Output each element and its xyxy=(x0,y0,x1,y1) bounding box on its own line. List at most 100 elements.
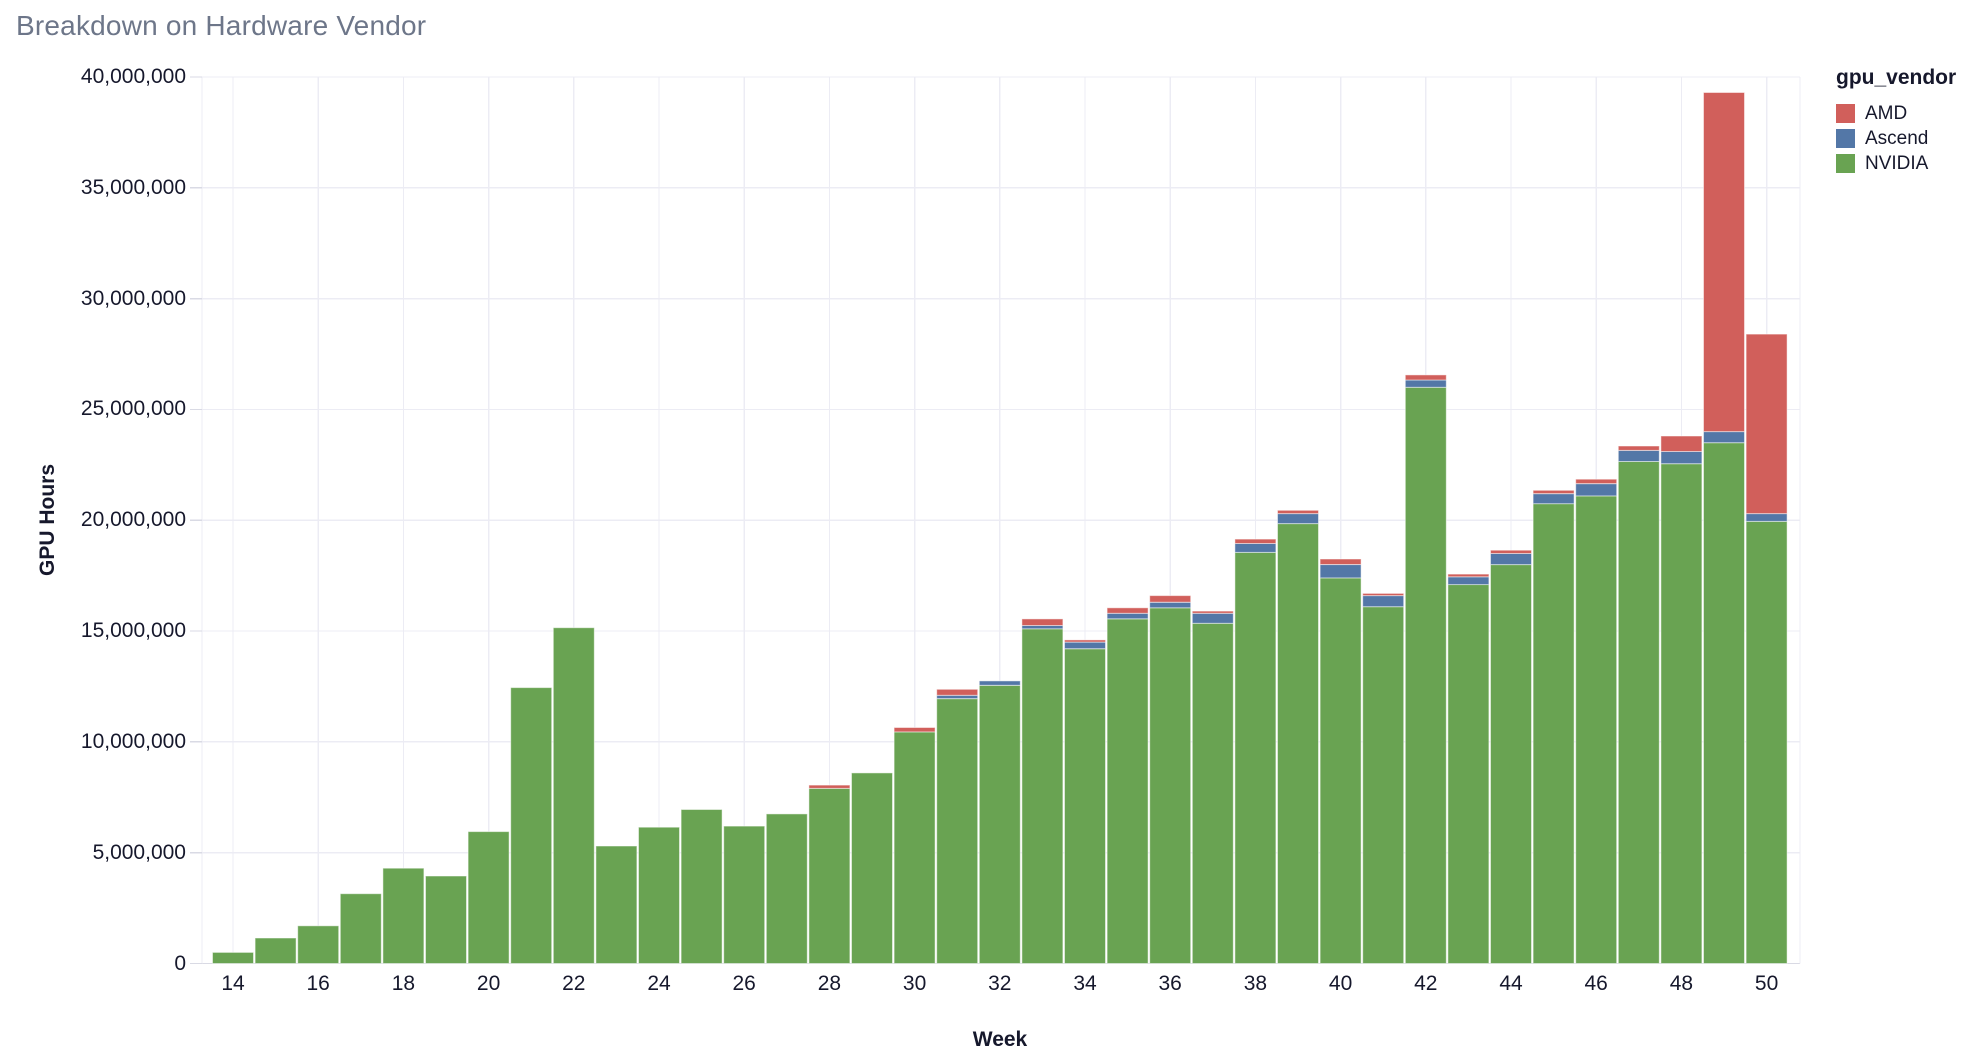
bar-week-30-nvidia[interactable] xyxy=(893,731,936,965)
bar-week-15-nvidia[interactable] xyxy=(254,937,297,964)
bar-week-42-amd[interactable] xyxy=(1404,374,1447,381)
bar-week-48-amd[interactable] xyxy=(1660,435,1703,452)
legend-label: Ascend xyxy=(1865,128,1929,149)
bar-week-28-nvidia[interactable] xyxy=(808,787,851,965)
bar-week-38-amd[interactable] xyxy=(1234,538,1277,544)
bar-week-18-nvidia[interactable] xyxy=(382,867,425,965)
legend-swatch-nvidia xyxy=(1836,154,1855,173)
bar-week-14-nvidia[interactable] xyxy=(212,951,254,965)
bar-week-27-nvidia[interactable] xyxy=(765,813,808,965)
bar-week-50-ascend[interactable] xyxy=(1745,513,1788,522)
bar-week-26-nvidia[interactable] xyxy=(723,825,766,964)
bar-week-36-nvidia[interactable] xyxy=(1149,607,1192,964)
legend-item-amd[interactable]: AMD xyxy=(1836,104,1968,123)
y-tick-label: 20,000,000 xyxy=(80,508,186,532)
bar-week-37-nvidia[interactable] xyxy=(1191,622,1234,964)
chart-title: Breakdown on Hardware Vendor xyxy=(16,10,427,41)
bar-week-17-nvidia[interactable] xyxy=(339,893,382,965)
legend-item-nvidia[interactable]: NVIDIA xyxy=(1836,154,1968,173)
y-tick-label: 0 xyxy=(174,951,186,975)
bar-week-48-ascend[interactable] xyxy=(1660,451,1703,465)
bar-week-35-nvidia[interactable] xyxy=(1106,618,1149,965)
bar-week-40-nvidia[interactable] xyxy=(1319,577,1362,965)
bar-week-33-amd[interactable] xyxy=(1021,618,1064,627)
legend-label: AMD xyxy=(1865,103,1908,124)
bar-week-32-ascend[interactable] xyxy=(978,680,1021,686)
x-tick-label: 42 xyxy=(1414,972,1438,995)
x-tick-label: 26 xyxy=(732,972,756,995)
bar-week-37-ascend[interactable] xyxy=(1191,612,1234,624)
bar-week-21-nvidia[interactable] xyxy=(510,687,553,964)
bar-week-34-nvidia[interactable] xyxy=(1064,648,1106,964)
bar-week-43-nvidia[interactable] xyxy=(1447,584,1490,964)
bar-week-46-ascend[interactable] xyxy=(1575,483,1618,497)
bar-week-40-amd[interactable] xyxy=(1319,558,1362,565)
bar-week-37-amd[interactable] xyxy=(1191,610,1234,614)
bar-week-38-nvidia[interactable] xyxy=(1234,551,1277,965)
x-tick-label: 16 xyxy=(306,972,330,995)
legend-item-ascend[interactable]: Ascend xyxy=(1836,129,1968,148)
bar-week-45-amd[interactable] xyxy=(1532,489,1575,495)
bar-week-49-amd[interactable] xyxy=(1703,92,1745,433)
bar-week-33-nvidia[interactable] xyxy=(1021,628,1064,964)
bar-week-31-nvidia[interactable] xyxy=(936,698,979,964)
bar-week-28-amd[interactable] xyxy=(808,784,851,789)
bar-week-35-ascend[interactable] xyxy=(1106,612,1149,620)
bar-week-47-amd[interactable] xyxy=(1617,445,1660,451)
x-tick-label: 36 xyxy=(1158,972,1182,995)
bar-week-49-ascend[interactable] xyxy=(1703,431,1745,444)
bar-week-31-amd[interactable] xyxy=(936,688,979,696)
bar-week-41-nvidia[interactable] xyxy=(1362,606,1405,964)
y-axis-title: GPU Hours xyxy=(36,464,59,577)
x-tick-label: 30 xyxy=(902,972,927,995)
bar-week-50-amd[interactable] xyxy=(1745,333,1788,515)
bar-week-25-nvidia[interactable] xyxy=(680,809,723,964)
bar-week-32-nvidia[interactable] xyxy=(978,684,1021,965)
x-tick-label: 38 xyxy=(1243,972,1268,995)
bar-week-44-amd[interactable] xyxy=(1490,549,1532,555)
bar-week-45-ascend[interactable] xyxy=(1532,493,1575,505)
bar-week-50-nvidia[interactable] xyxy=(1745,520,1788,965)
bar-week-44-ascend[interactable] xyxy=(1490,553,1532,566)
bar-week-22-nvidia[interactable] xyxy=(552,627,595,964)
bar-week-38-ascend[interactable] xyxy=(1234,543,1277,553)
bar-week-47-ascend[interactable] xyxy=(1617,449,1660,462)
bar-week-44-nvidia[interactable] xyxy=(1490,564,1532,964)
legend-swatch-amd xyxy=(1836,104,1855,123)
x-tick-label: 28 xyxy=(817,972,842,995)
bar-week-39-nvidia[interactable] xyxy=(1277,523,1319,964)
bar-week-43-ascend[interactable] xyxy=(1447,576,1490,586)
x-tick-label: 34 xyxy=(1073,972,1097,995)
bar-week-30-amd[interactable] xyxy=(893,727,936,733)
bar-week-34-amd[interactable] xyxy=(1064,639,1106,643)
bar-week-41-ascend[interactable] xyxy=(1362,595,1405,608)
bar-week-24-nvidia[interactable] xyxy=(638,826,680,965)
legend-items: AMD Ascend NVIDIA xyxy=(1836,104,1968,173)
bar-week-49-nvidia[interactable] xyxy=(1703,442,1745,964)
bar-week-19-nvidia[interactable] xyxy=(425,875,467,964)
bar-week-41-amd[interactable] xyxy=(1362,592,1405,597)
bar-week-39-ascend[interactable] xyxy=(1277,513,1319,525)
x-tick-label: 14 xyxy=(221,972,245,995)
bar-week-23-nvidia[interactable] xyxy=(595,845,638,964)
bar-week-16-nvidia[interactable] xyxy=(297,925,340,964)
bar-week-48-nvidia[interactable] xyxy=(1660,463,1703,964)
legend-label: NVIDIA xyxy=(1865,153,1929,174)
bar-week-29-nvidia[interactable] xyxy=(851,772,893,965)
bar-week-36-amd[interactable] xyxy=(1149,595,1192,603)
bar-week-47-nvidia[interactable] xyxy=(1617,461,1660,964)
bar-week-42-ascend[interactable] xyxy=(1404,379,1447,388)
bar-week-40-ascend[interactable] xyxy=(1319,564,1362,579)
bar-week-20-nvidia[interactable] xyxy=(467,831,510,964)
bar-week-43-amd[interactable] xyxy=(1447,573,1490,578)
bar-week-36-ascend[interactable] xyxy=(1149,601,1192,609)
bar-week-35-amd[interactable] xyxy=(1106,607,1149,614)
bar-week-42-nvidia[interactable] xyxy=(1404,386,1447,964)
bar-week-46-nvidia[interactable] xyxy=(1575,495,1618,964)
bar-week-34-ascend[interactable] xyxy=(1064,641,1106,650)
bar-week-45-nvidia[interactable] xyxy=(1532,503,1575,964)
bar-week-46-amd[interactable] xyxy=(1575,478,1618,485)
bar-week-39-amd[interactable] xyxy=(1277,509,1319,515)
